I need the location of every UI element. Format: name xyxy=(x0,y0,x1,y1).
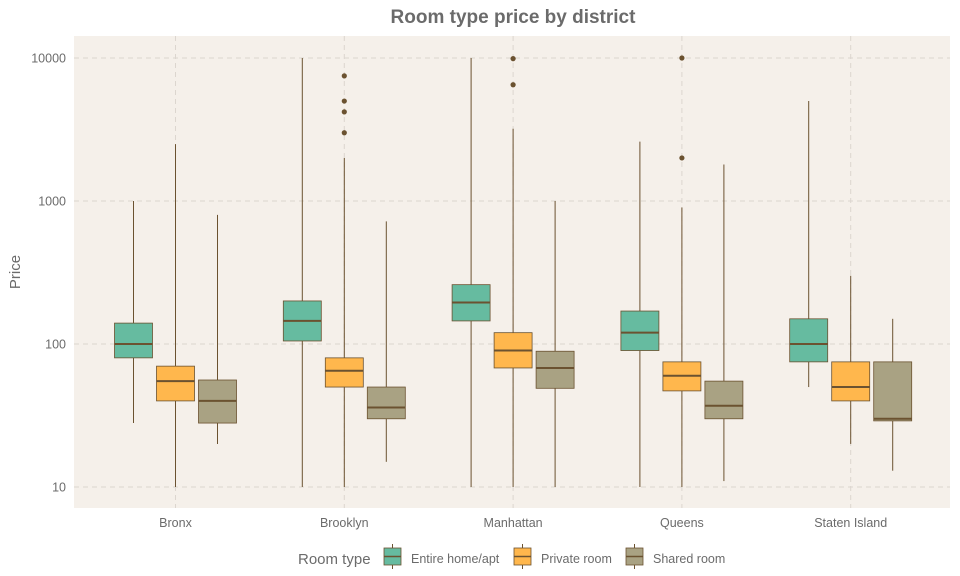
y-axis-label: Price xyxy=(7,255,24,289)
box-group xyxy=(282,58,322,487)
x-tick-label: Bronx xyxy=(159,516,192,530)
legend-items: Entire home/apt Private room Shared room xyxy=(383,544,725,569)
box-group xyxy=(831,275,871,444)
x-tick-label: Brooklyn xyxy=(320,516,369,530)
outlier-point xyxy=(341,109,347,115)
y-tick-label: 10 xyxy=(52,481,66,495)
box-group xyxy=(704,164,744,482)
box-group xyxy=(662,55,702,487)
x-tick-label: Staten Island xyxy=(814,516,887,530)
x-tick-label: Manhattan xyxy=(484,516,543,530)
legend-item: Shared room xyxy=(625,544,725,569)
outlier-point xyxy=(679,55,685,61)
outlier-point xyxy=(341,98,347,104)
box-group xyxy=(451,58,491,487)
plot-panel xyxy=(74,36,950,508)
outlier-point xyxy=(510,82,516,88)
box-group xyxy=(535,201,575,487)
outlier-point xyxy=(679,155,685,161)
box xyxy=(366,386,406,420)
box xyxy=(114,322,153,359)
box-group xyxy=(620,141,660,487)
legend-item: Entire home/apt xyxy=(383,544,500,569)
box xyxy=(620,310,660,351)
box xyxy=(704,380,744,420)
box-group xyxy=(366,221,406,462)
y-tick-label: 1000 xyxy=(38,195,66,209)
box xyxy=(831,361,871,402)
legend-title: Room type xyxy=(298,551,371,568)
legend-label: Entire home/apt xyxy=(411,552,500,566)
boxplot-marks xyxy=(114,55,913,487)
box-group xyxy=(156,144,195,487)
outlier-point xyxy=(341,130,347,136)
legend-label: Private room xyxy=(541,552,612,566)
chart-title: Room type price by district xyxy=(391,7,637,28)
legend-label: Shared room xyxy=(653,552,725,566)
legend-item: Private room xyxy=(513,544,612,569)
box xyxy=(156,365,195,402)
box xyxy=(873,361,913,422)
x-tick-label: Queens xyxy=(660,516,704,530)
legend: Room type Entire home/apt Private room Sha… xyxy=(298,544,725,569)
outlier-point xyxy=(510,56,516,62)
box xyxy=(535,350,575,389)
box-group xyxy=(114,201,153,424)
box-group xyxy=(873,318,913,471)
box-group xyxy=(493,56,533,487)
y-tick-label: 10000 xyxy=(31,52,66,66)
outlier-point xyxy=(341,73,347,79)
y-tick-label: 100 xyxy=(45,338,66,352)
box xyxy=(789,318,829,363)
x-axis-tick-labels: Bronx Brooklyn Manhattan Queens Staten Islan… xyxy=(159,516,887,530)
box-group xyxy=(198,214,237,444)
y-axis-tick-labels: 10 100 1000 10000 xyxy=(31,52,66,495)
box xyxy=(324,357,364,388)
box-group xyxy=(789,101,829,388)
box-group xyxy=(324,73,364,487)
